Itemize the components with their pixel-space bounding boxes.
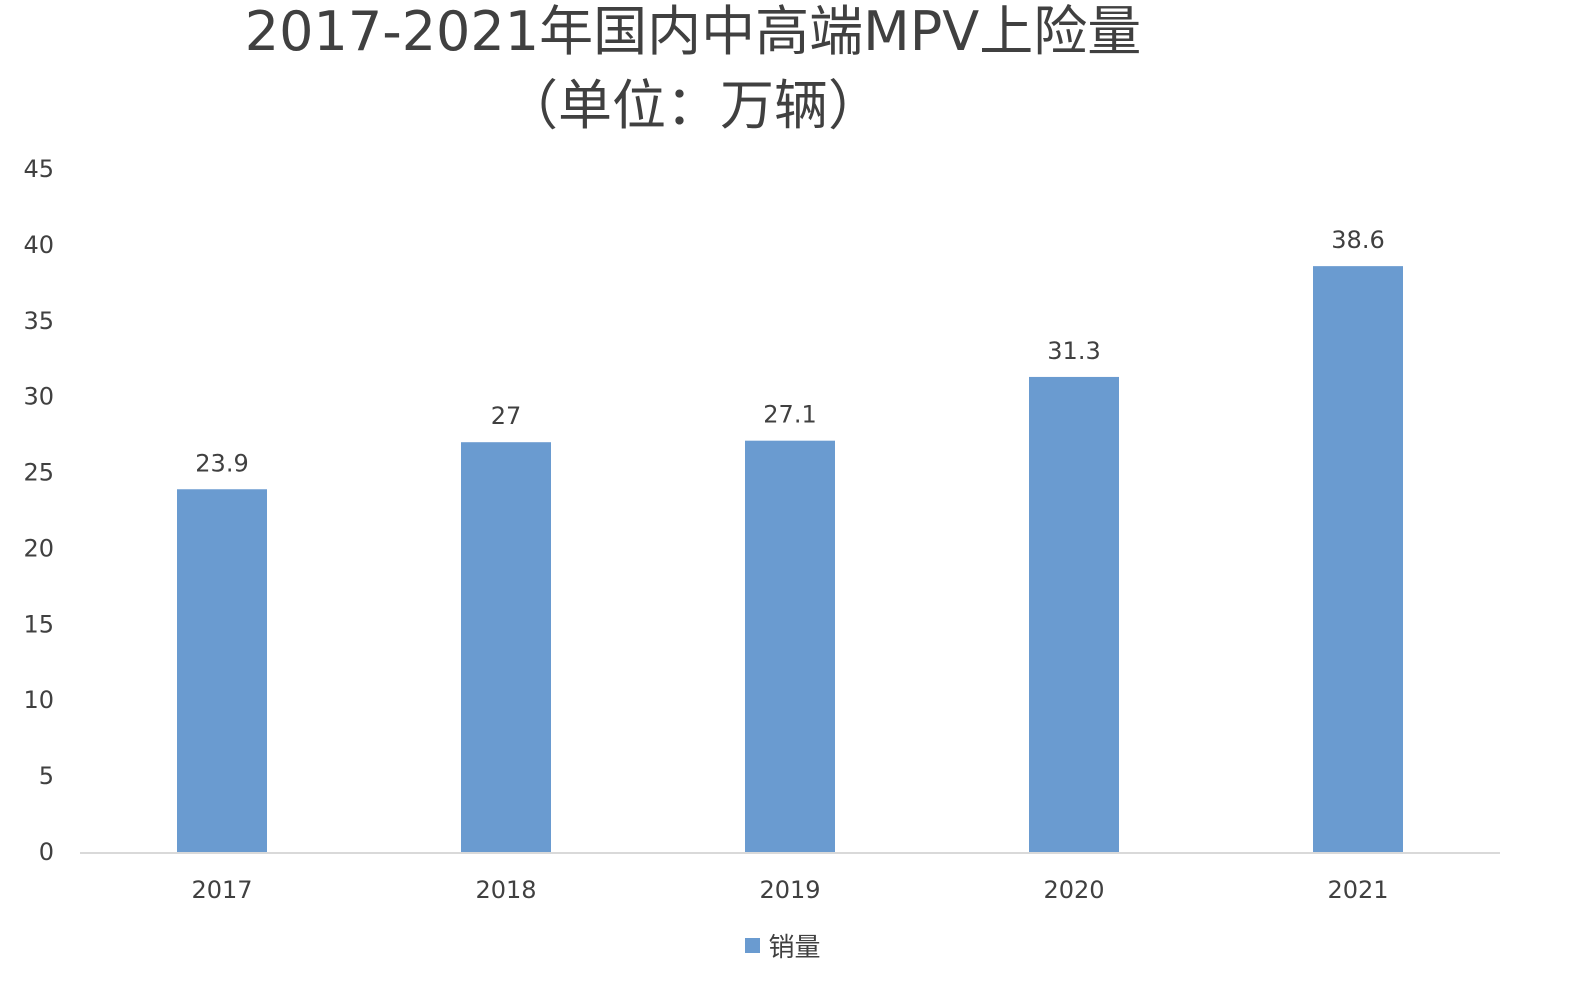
- y-tick-label: 40: [23, 231, 54, 259]
- x-axis-labels: 2017 2018 2019 2020 2021: [191, 876, 1388, 904]
- legend-label: 销量: [768, 933, 821, 963]
- data-label: 23.9: [195, 449, 248, 477]
- bar: [177, 489, 267, 852]
- chart-title: 2017-2021年国内中高端MPV上险量: [244, 0, 1142, 63]
- data-label: 38.6: [1331, 226, 1384, 254]
- x-tick-label: 2017: [191, 876, 252, 904]
- chart-subtitle: （单位：万辆）: [504, 74, 882, 137]
- x-tick-label: 2021: [1327, 876, 1388, 904]
- x-tick-label: 2018: [475, 876, 536, 904]
- y-tick-label: 45: [23, 155, 54, 183]
- data-label: 31.3: [1047, 337, 1100, 365]
- y-tick-label: 10: [23, 686, 54, 714]
- bar: [461, 442, 551, 852]
- data-label: 27: [491, 402, 522, 430]
- y-tick-label: 20: [23, 534, 54, 562]
- y-tick-label: 0: [39, 838, 54, 866]
- y-tick-label: 25: [23, 459, 54, 487]
- y-tick-label: 30: [23, 383, 54, 411]
- bar: [1313, 266, 1403, 852]
- y-tick-label: 5: [39, 762, 54, 790]
- y-tick-label: 35: [23, 307, 54, 335]
- bar: [1029, 376, 1119, 852]
- legend-swatch: [745, 938, 761, 953]
- bars: [177, 266, 1403, 852]
- x-tick-label: 2019: [759, 876, 820, 904]
- legend: 销量: [0, 927, 1586, 964]
- data-labels: 23.9 27 27.1 31.3 38.6: [195, 226, 1384, 477]
- bar: [745, 440, 835, 852]
- y-axis-labels: 0 5 10 15 20 25 30 35 40 45: [23, 155, 54, 866]
- y-tick-label: 15: [23, 610, 54, 638]
- data-label: 27.1: [763, 401, 816, 429]
- x-tick-label: 2020: [1043, 876, 1104, 904]
